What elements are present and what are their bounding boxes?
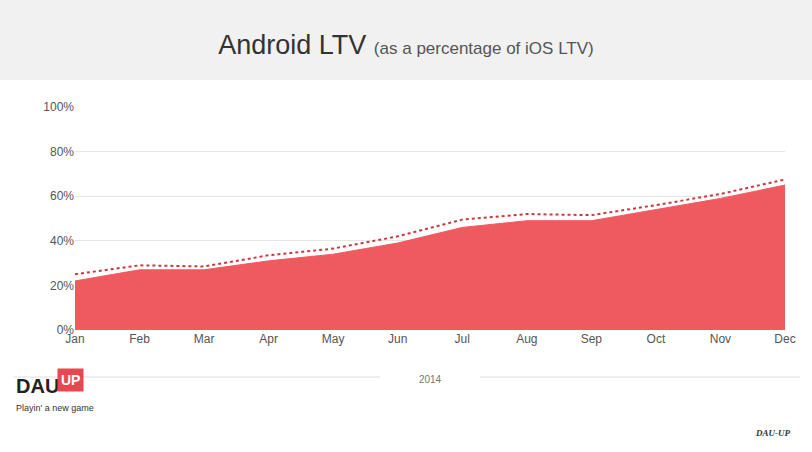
svg-text:Nov: Nov: [710, 332, 731, 346]
svg-text:May: May: [322, 332, 345, 346]
svg-text:Feb: Feb: [129, 332, 150, 346]
svg-text:Aug: Aug: [516, 332, 537, 346]
svg-text:UP: UP: [61, 372, 80, 388]
svg-text:Dec: Dec: [774, 332, 795, 346]
svg-text:Mar: Mar: [194, 332, 215, 346]
svg-text:40%: 40%: [50, 234, 74, 248]
svg-text:DAU: DAU: [16, 375, 59, 397]
svg-text:Apr: Apr: [259, 332, 278, 346]
svg-text:Oct: Oct: [647, 332, 666, 346]
svg-text:60%: 60%: [50, 189, 74, 203]
svg-text:2014: 2014: [419, 374, 442, 385]
svg-text:Jun: Jun: [388, 332, 407, 346]
svg-text:Playin' a new game: Playin' a new game: [16, 403, 94, 413]
svg-text:Sep: Sep: [581, 332, 603, 346]
svg-text:80%: 80%: [50, 145, 74, 159]
svg-text:Jul: Jul: [455, 332, 470, 346]
svg-text:DAU-UP: DAU-UP: [755, 428, 790, 438]
svg-text:20%: 20%: [50, 279, 74, 293]
svg-text:Jan: Jan: [65, 332, 84, 346]
svg-text:0%: 0%: [57, 323, 75, 337]
svg-text:100%: 100%: [43, 100, 74, 114]
svg-text:Android LTV (as a percentage o: Android LTV (as a percentage of iOS LTV): [218, 30, 593, 60]
